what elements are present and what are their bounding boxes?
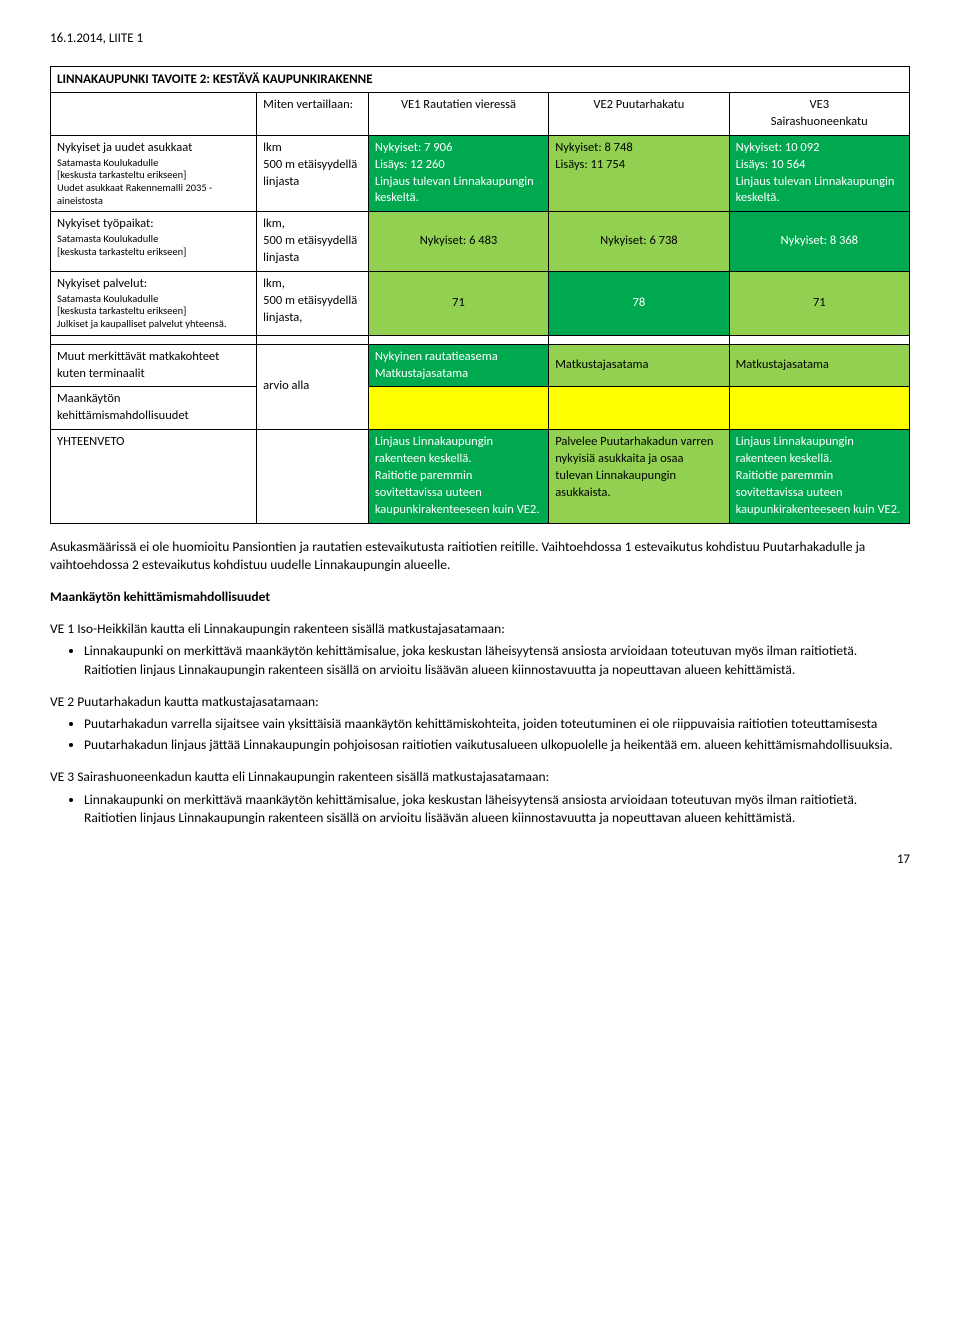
table-row: Nykyiset palvelut: Satamasta Koulukadull… <box>51 271 910 335</box>
empty-cell <box>51 93 257 136</box>
subsection-head: VE 3 Sairashuoneenkadun kautta eli Linna… <box>50 768 910 786</box>
spacer-row <box>51 335 910 344</box>
row-label-main: Nykyiset palvelut: <box>57 276 147 291</box>
row-label-sub: Uudet asukkaat Rakennemalli 2035 -aineis… <box>57 182 250 207</box>
cell-miten: arvio alla <box>257 344 369 430</box>
col-miten: Miten vertaillaan: <box>257 93 369 136</box>
table-row: Muut merkittävät matkakohteet kuten term… <box>51 344 910 387</box>
cell-ve3: 71 <box>729 271 909 335</box>
cell-ve1: 71 <box>368 271 548 335</box>
col-ve3: VE3 Sairashuoneenkatu <box>729 93 909 136</box>
bullet-list: Puutarhakadun varrella sijaitsee vain yk… <box>50 715 910 754</box>
row-label-sub: [keskusta tarkasteltu erikseen] <box>57 246 250 259</box>
cell-miten <box>257 430 369 523</box>
table-row: Maankäytön kehittämismahdollisuudet <box>51 387 910 430</box>
row-label-sub: Julkiset ja kaupalliset palvelut yhteens… <box>57 318 250 331</box>
bullet-list: Linnakaupunki on merkittävä maankäytön k… <box>50 791 910 827</box>
cell-miten: lkm, 500 m etäisyydellä linjasta <box>257 212 369 272</box>
subsection-head: VE 2 Puutarhakadun kautta matkustajasata… <box>50 693 910 711</box>
cell-ve2: Matkustajasatama <box>549 344 729 387</box>
cell-ve3 <box>729 387 909 430</box>
row-label-main: Nykyiset ja uudet asukkaat <box>57 140 192 155</box>
list-item: Puutarhakadun linjaus jättää Linnakaupun… <box>84 736 910 754</box>
row-label-main: YHTEENVETO <box>51 430 257 523</box>
paragraph: Asukasmäärissä ei ole huomioitu Pansiont… <box>50 538 910 574</box>
cell-ve3: Nykyiset: 10 092 Lisäys: 10 564 Linjaus … <box>729 135 909 212</box>
cell-miten: lkm, 500 m etäisyydellä linjasta, <box>257 271 369 335</box>
table-row: Nykyiset työpaikat: Satamasta Koulukadul… <box>51 212 910 272</box>
cell-ve1 <box>368 387 548 430</box>
table-row: YHTEENVETO Linjaus Linnakaupungin rakent… <box>51 430 910 523</box>
page-header: 16.1.2014, LIITE 1 <box>50 30 910 48</box>
list-item: Linnakaupunki on merkittävä maankäytön k… <box>84 791 910 827</box>
cell-ve2 <box>549 387 729 430</box>
cell-ve2: Nykyiset: 8 748 Lisäys: 11 754 <box>549 135 729 212</box>
list-item: Puutarhakadun varrella sijaitsee vain yk… <box>84 715 910 733</box>
col-ve1: VE1 Rautatien vieressä <box>368 93 548 136</box>
cell-ve2: Nykyiset: 6 738 <box>549 212 729 272</box>
bullet-list: Linnakaupunki on merkittävä maankäytön k… <box>50 642 910 678</box>
subsection-head: VE 1 Iso-Heikkilän kautta eli Linnakaupu… <box>50 620 910 638</box>
comparison-table: LINNAKAUPUNKI TAVOITE 2: KESTÄVÄ KAUPUNK… <box>50 66 910 524</box>
cell-ve3: Linjaus Linnakaupungin rakenteen keskell… <box>729 430 909 523</box>
table-row: Nykyiset ja uudet asukkaat Satamasta Kou… <box>51 135 910 212</box>
cell-ve2: Palvelee Puutarhakadun varren nykyisiä a… <box>549 430 729 523</box>
section-heading: Maankäytön kehittämismahdollisuudet <box>50 588 910 606</box>
cell-ve1: Linjaus Linnakaupungin rakenteen keskell… <box>368 430 548 523</box>
cell-ve3: Matkustajasatama <box>729 344 909 387</box>
page-number: 17 <box>50 851 910 869</box>
cell-ve1: Nykyiset: 7 906 Lisäys: 12 260 Linjaus t… <box>368 135 548 212</box>
row-label-main: Muut merkittävät matkakohteet kuten term… <box>51 344 257 387</box>
row-label-main: Maankäytön kehittämismahdollisuudet <box>51 387 257 430</box>
row-label-sub: Satamasta Koulukadulle <box>57 233 250 246</box>
cell-ve1: Nykyiset: 6 483 <box>368 212 548 272</box>
cell-ve3: Nykyiset: 8 368 <box>729 212 909 272</box>
list-item: Linnakaupunki on merkittävä maankäytön k… <box>84 642 910 678</box>
row-label-main: Nykyiset työpaikat: <box>57 216 154 231</box>
cell-ve2: 78 <box>549 271 729 335</box>
table-title: LINNAKAUPUNKI TAVOITE 2: KESTÄVÄ KAUPUNK… <box>51 66 910 93</box>
col-ve2: VE2 Puutarhakatu <box>549 93 729 136</box>
cell-ve1: Nykyinen rautatieasema Matkustajasatama <box>368 344 548 387</box>
cell-miten: lkm 500 m etäisyydellä linjasta <box>257 135 369 212</box>
